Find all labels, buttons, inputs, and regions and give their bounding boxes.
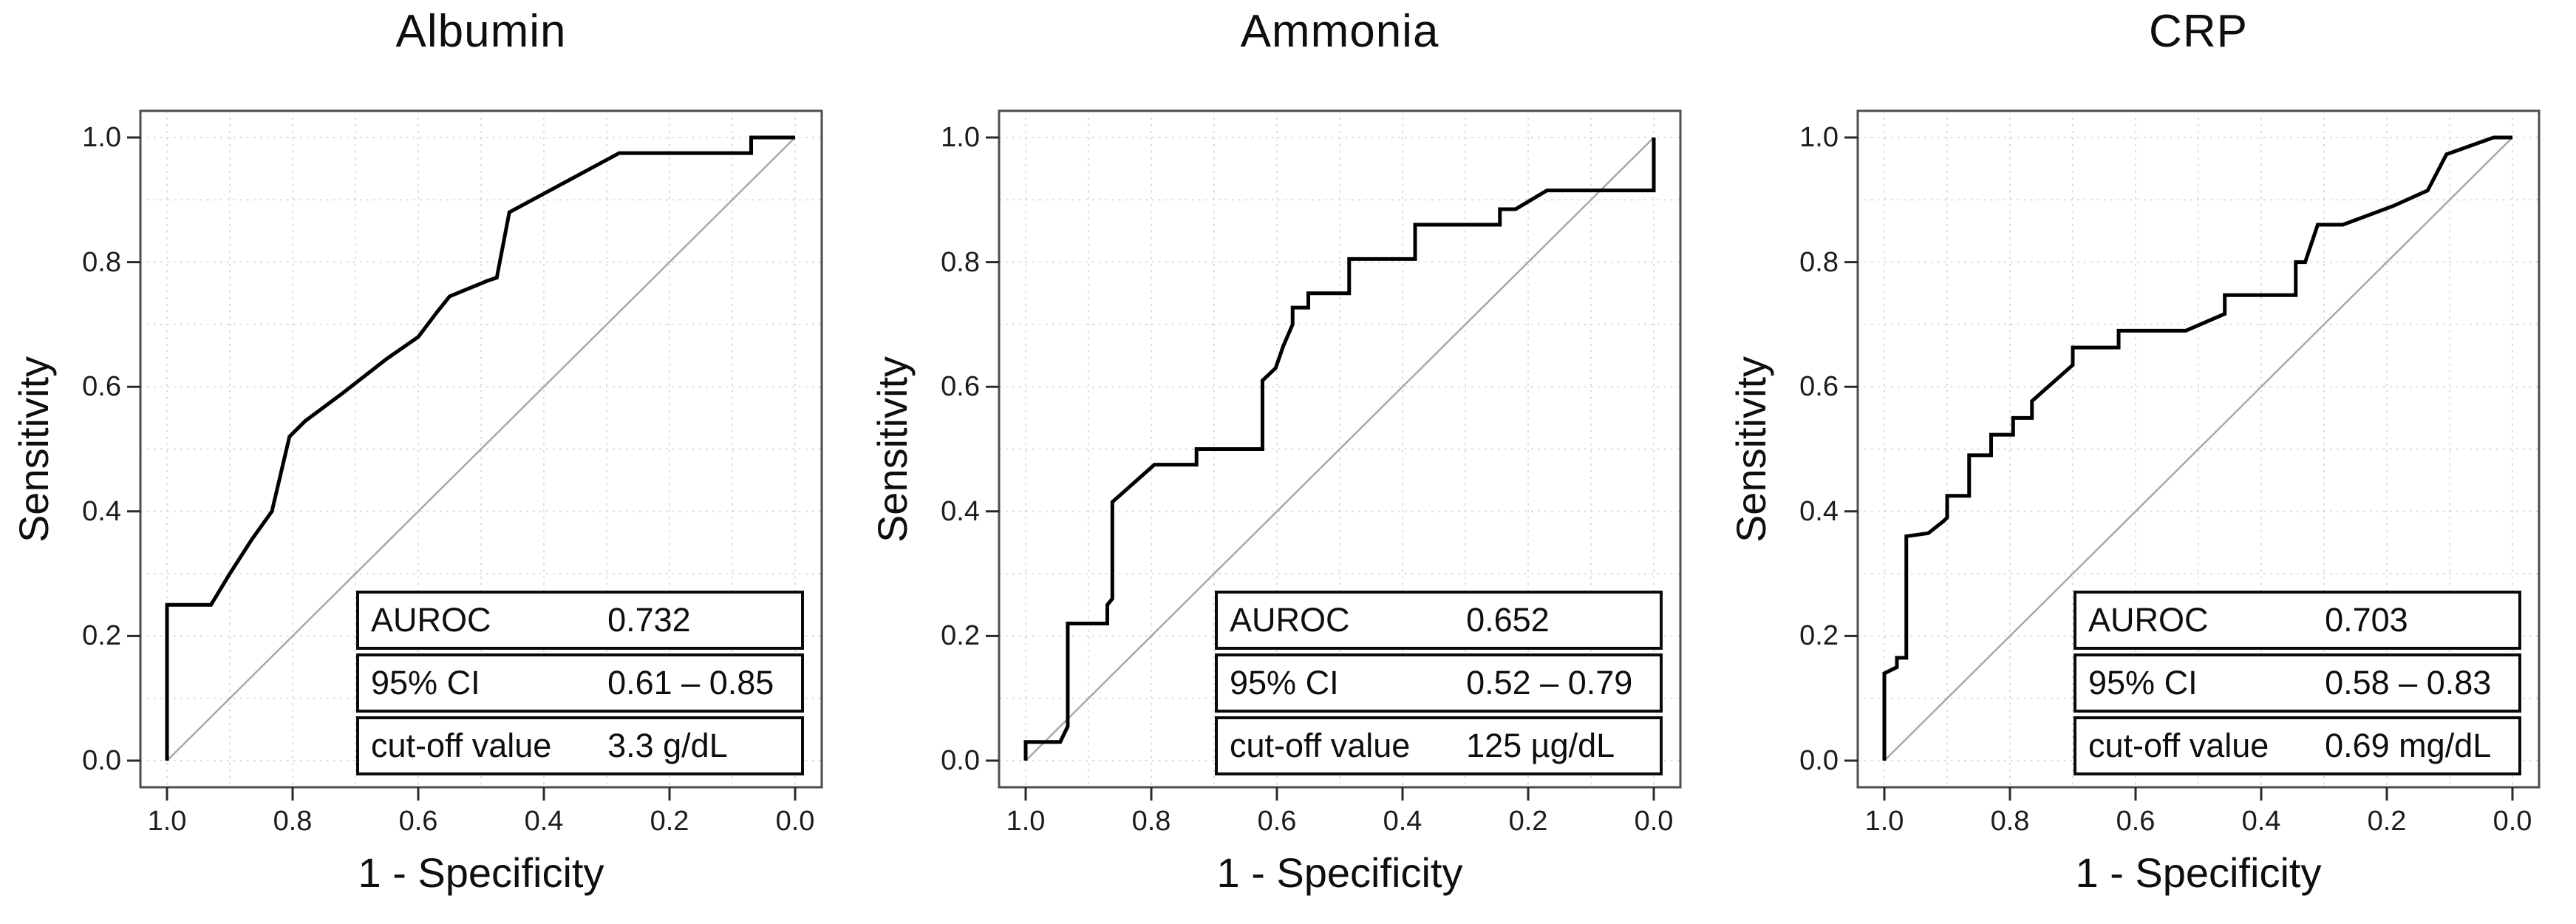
stats-row-auroc: AUROC 0.732 (356, 591, 804, 650)
x-axis-label: 1 - Specificity (358, 849, 604, 896)
stats-label: 95% CI (1230, 664, 1339, 702)
stats-value: 0.61 – 0.85 (607, 664, 774, 702)
x-tick-label: 1.0 (1864, 806, 1904, 837)
stats-row-auroc: AUROC 0.703 (2074, 591, 2521, 650)
stats-value: 0.652 (1466, 601, 1550, 639)
x-tick-label: 0.2 (1508, 806, 1548, 837)
x-tick-label: 0.6 (1257, 806, 1297, 837)
y-tick-label: 1.0 (1799, 122, 1839, 153)
plot-frame (139, 109, 823, 789)
y-tick-label: 0.2 (82, 620, 121, 652)
stats-row-auroc: AUROC 0.652 (1215, 591, 1663, 650)
stats-value: 0.52 – 0.79 (1466, 664, 1633, 702)
x-tick-label: 0.8 (273, 806, 313, 837)
x-tick-label: 0.2 (2367, 806, 2407, 837)
plot-frame (998, 109, 1682, 789)
stats-label: 95% CI (2088, 664, 2198, 702)
roc-panel-ammonia: Ammonia Sensitivity 1 - Specificity AURO… (859, 0, 1717, 924)
x-tick-label: 0.6 (2116, 806, 2156, 837)
x-tick-label: 1.0 (147, 806, 187, 837)
stats-table: AUROC 0.652 95% CI 0.52 – 0.79 cut-off v… (1215, 591, 1663, 775)
plot-frame (1856, 109, 2541, 789)
stats-label: cut-off value (371, 727, 552, 764)
reference-diagonal-line (166, 137, 796, 761)
stats-value: 125 µg/dL (1466, 727, 1615, 764)
stats-table: AUROC 0.703 95% CI 0.58 – 0.83 cut-off v… (2074, 591, 2521, 775)
y-tick-label: 0.0 (1799, 745, 1839, 776)
x-tick-label: 0.4 (1383, 806, 1422, 837)
stats-value: 0.69 mg/dL (2325, 727, 2492, 764)
x-tick-label: 0.8 (1990, 806, 2030, 837)
stats-label: 95% CI (371, 664, 480, 702)
y-tick-label: 0.4 (941, 495, 980, 527)
y-tick-label: 0.4 (1799, 495, 1839, 527)
reference-diagonal-line (1884, 137, 2513, 761)
x-axis-label: 1 - Specificity (2075, 849, 2322, 896)
reference-diagonal-line (1025, 137, 1655, 761)
roc-curve (165, 135, 795, 761)
roc-chart-svg (1844, 109, 2541, 801)
stats-label: AUROC (371, 601, 491, 639)
stats-value: 3.3 g/dL (607, 727, 728, 764)
x-tick-label: 1.0 (1006, 806, 1046, 837)
stats-label: cut-off value (2088, 727, 2269, 764)
stats-label: AUROC (2088, 601, 2209, 639)
panel-title: CRP (2149, 6, 2248, 57)
x-axis-label: 1 - Specificity (1216, 849, 1463, 896)
stats-label: cut-off value (1230, 727, 1411, 764)
y-tick-label: 0.8 (941, 246, 980, 278)
y-tick-label: 0.8 (82, 246, 121, 278)
roc-chart-svg (127, 109, 823, 801)
panel-title: Albumin (395, 6, 567, 57)
y-tick-label: 1.0 (941, 122, 980, 153)
stats-value: 0.58 – 0.83 (2325, 664, 2492, 702)
x-tick-label: 0.0 (2492, 806, 2532, 837)
panel-title: Ammonia (1240, 6, 1439, 57)
stats-label: AUROC (1230, 601, 1350, 639)
y-tick-label: 1.0 (82, 122, 121, 153)
roc-panel-albumin: Albumin Sensitivity 1 - Specificity AURO… (0, 0, 859, 924)
x-tick-label: 0.4 (524, 806, 564, 837)
x-tick-label: 0.2 (650, 806, 689, 837)
y-tick-label: 0.2 (941, 620, 980, 652)
y-tick-label: 0.0 (941, 745, 980, 776)
y-tick-label: 0.6 (941, 371, 980, 403)
roc-curve (1882, 135, 2512, 761)
stats-row-ci: 95% CI 0.52 – 0.79 (1215, 653, 1663, 713)
stats-row-cutoff: cut-off value 125 µg/dL (1215, 716, 1663, 775)
stats-table: AUROC 0.732 95% CI 0.61 – 0.85 cut-off v… (356, 591, 804, 775)
y-tick-label: 0.6 (82, 371, 121, 403)
roc-panel-crp: CRP Sensitivity 1 - Specificity AUROC 0.… (1717, 0, 2576, 924)
stats-value: 0.732 (607, 601, 691, 639)
stats-row-ci: 95% CI 0.61 – 0.85 (356, 653, 804, 713)
stats-row-cutoff: cut-off value 0.69 mg/dL (2074, 716, 2521, 775)
y-tick-label: 0.4 (82, 495, 121, 527)
roc-curve (1023, 137, 1656, 761)
x-tick-label: 0.4 (2241, 806, 2281, 837)
x-tick-label: 0.8 (1131, 806, 1171, 837)
stats-row-cutoff: cut-off value 3.3 g/dL (356, 716, 804, 775)
y-tick-label: 0.2 (1799, 620, 1839, 652)
y-tick-label: 0.8 (1799, 246, 1839, 278)
stats-row-ci: 95% CI 0.58 – 0.83 (2074, 653, 2521, 713)
x-tick-label: 0.0 (1634, 806, 1674, 837)
roc-chart-svg (986, 109, 1682, 801)
stats-value: 0.703 (2325, 601, 2408, 639)
x-tick-label: 0.6 (398, 806, 438, 837)
y-tick-label: 0.0 (82, 745, 121, 776)
x-tick-label: 0.0 (775, 806, 815, 837)
y-tick-label: 0.6 (1799, 371, 1839, 403)
